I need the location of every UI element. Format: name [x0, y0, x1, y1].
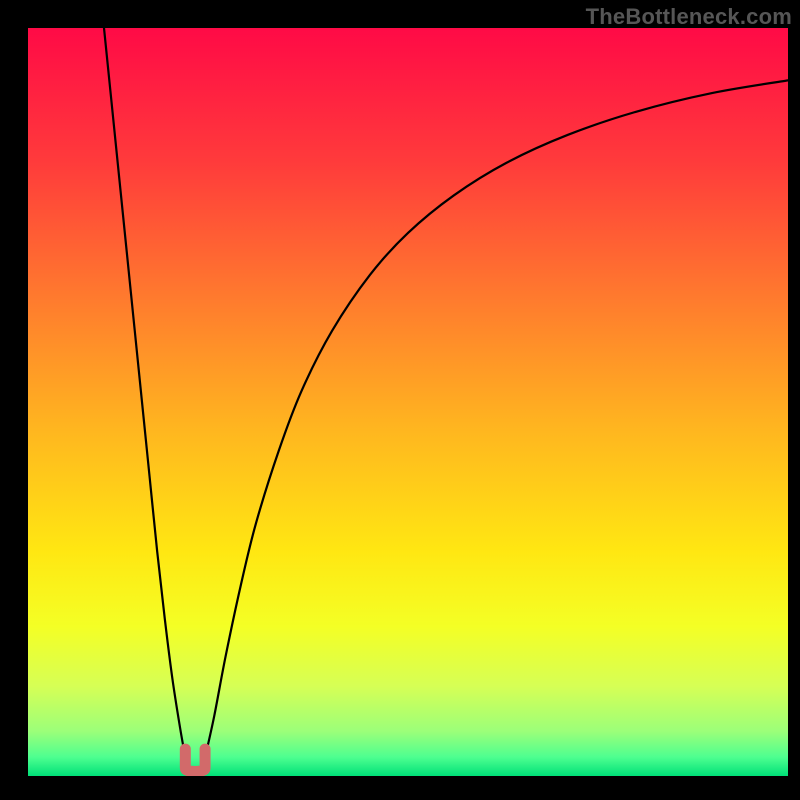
bottleneck-curve-chart [0, 0, 800, 800]
chart-stage: TheBottleneck.com [0, 0, 800, 800]
